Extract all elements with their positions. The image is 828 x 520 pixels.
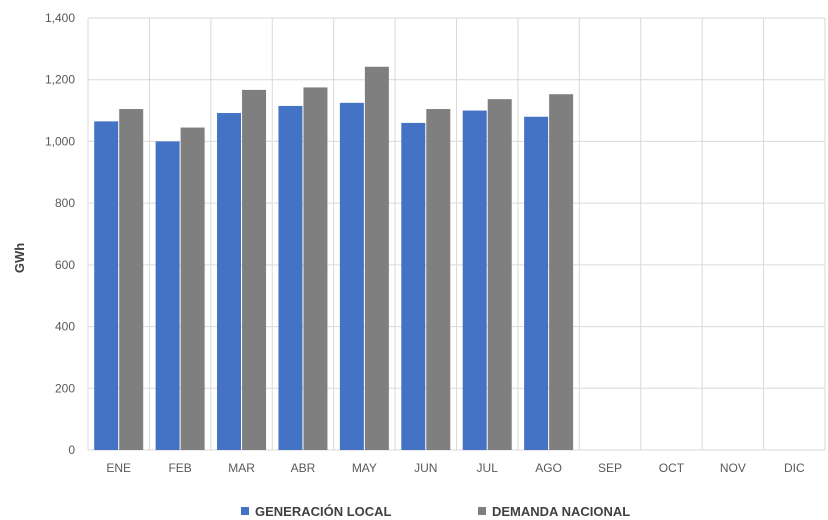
- bar-demanda-nacional: [180, 127, 205, 451]
- y-tick-label: 600: [55, 258, 75, 272]
- y-tick-label: 800: [55, 196, 75, 210]
- y-tick-labels: 0 200 400 600 800 1,000 1,200 1,400: [45, 11, 75, 457]
- x-tick-label: ABR: [291, 461, 316, 475]
- bar-generacion-local: [524, 116, 549, 450]
- bar-demanda-nacional: [242, 89, 267, 450]
- x-tick-label: JUL: [477, 461, 499, 475]
- y-tick-label: 1,200: [45, 73, 75, 87]
- bar-generacion-local: [278, 105, 303, 450]
- bar-generacion-local: [155, 141, 180, 450]
- y-tick-label: 0: [68, 443, 75, 457]
- x-tick-label: NOV: [720, 461, 746, 475]
- x-tick-label: MAY: [352, 461, 377, 475]
- bar-demanda-nacional: [487, 99, 512, 450]
- x-tick-label: JUN: [414, 461, 437, 475]
- legend-label: DEMANDA NACIONAL: [492, 504, 630, 519]
- legend-swatch: [478, 507, 486, 515]
- y-axis-label: GWh: [12, 243, 27, 273]
- bar-generacion-local: [462, 110, 487, 451]
- y-tick-label: 400: [55, 320, 75, 334]
- bar-generacion-local: [401, 122, 426, 451]
- gridlines: [87, 17, 826, 451]
- x-tick-label: OCT: [659, 461, 685, 475]
- bars: [94, 66, 574, 451]
- x-tick-label: AGO: [535, 461, 562, 475]
- bar-generacion-local: [217, 113, 242, 450]
- y-tick-label: 1,000: [45, 134, 75, 148]
- bar-generacion-local: [94, 121, 119, 450]
- bar-demanda-nacional: [119, 109, 144, 451]
- bar-demanda-nacional: [364, 66, 389, 451]
- bar-demanda-nacional: [549, 94, 574, 451]
- x-tick-label: FEB: [168, 461, 191, 475]
- bar-demanda-nacional: [426, 109, 451, 451]
- x-tick-label: DIC: [784, 461, 805, 475]
- legend-swatch: [241, 507, 249, 515]
- y-tick-label: 1,400: [45, 11, 75, 25]
- x-tick-label: MAR: [228, 461, 255, 475]
- x-tick-labels: ENE FEB MAR ABR MAY JUN JUL AGO SEP OCT NOV DIC: [106, 461, 805, 475]
- bar-demanda-nacional: [303, 87, 328, 450]
- y-tick-label: 200: [55, 381, 75, 395]
- bar-generacion-local: [339, 102, 364, 450]
- x-tick-label: SEP: [598, 461, 622, 475]
- x-tick-label: ENE: [106, 461, 131, 475]
- legend: GENERACIÓN LOCAL DEMANDA NACIONAL: [241, 504, 630, 519]
- legend-label: GENERACIÓN LOCAL: [255, 504, 392, 519]
